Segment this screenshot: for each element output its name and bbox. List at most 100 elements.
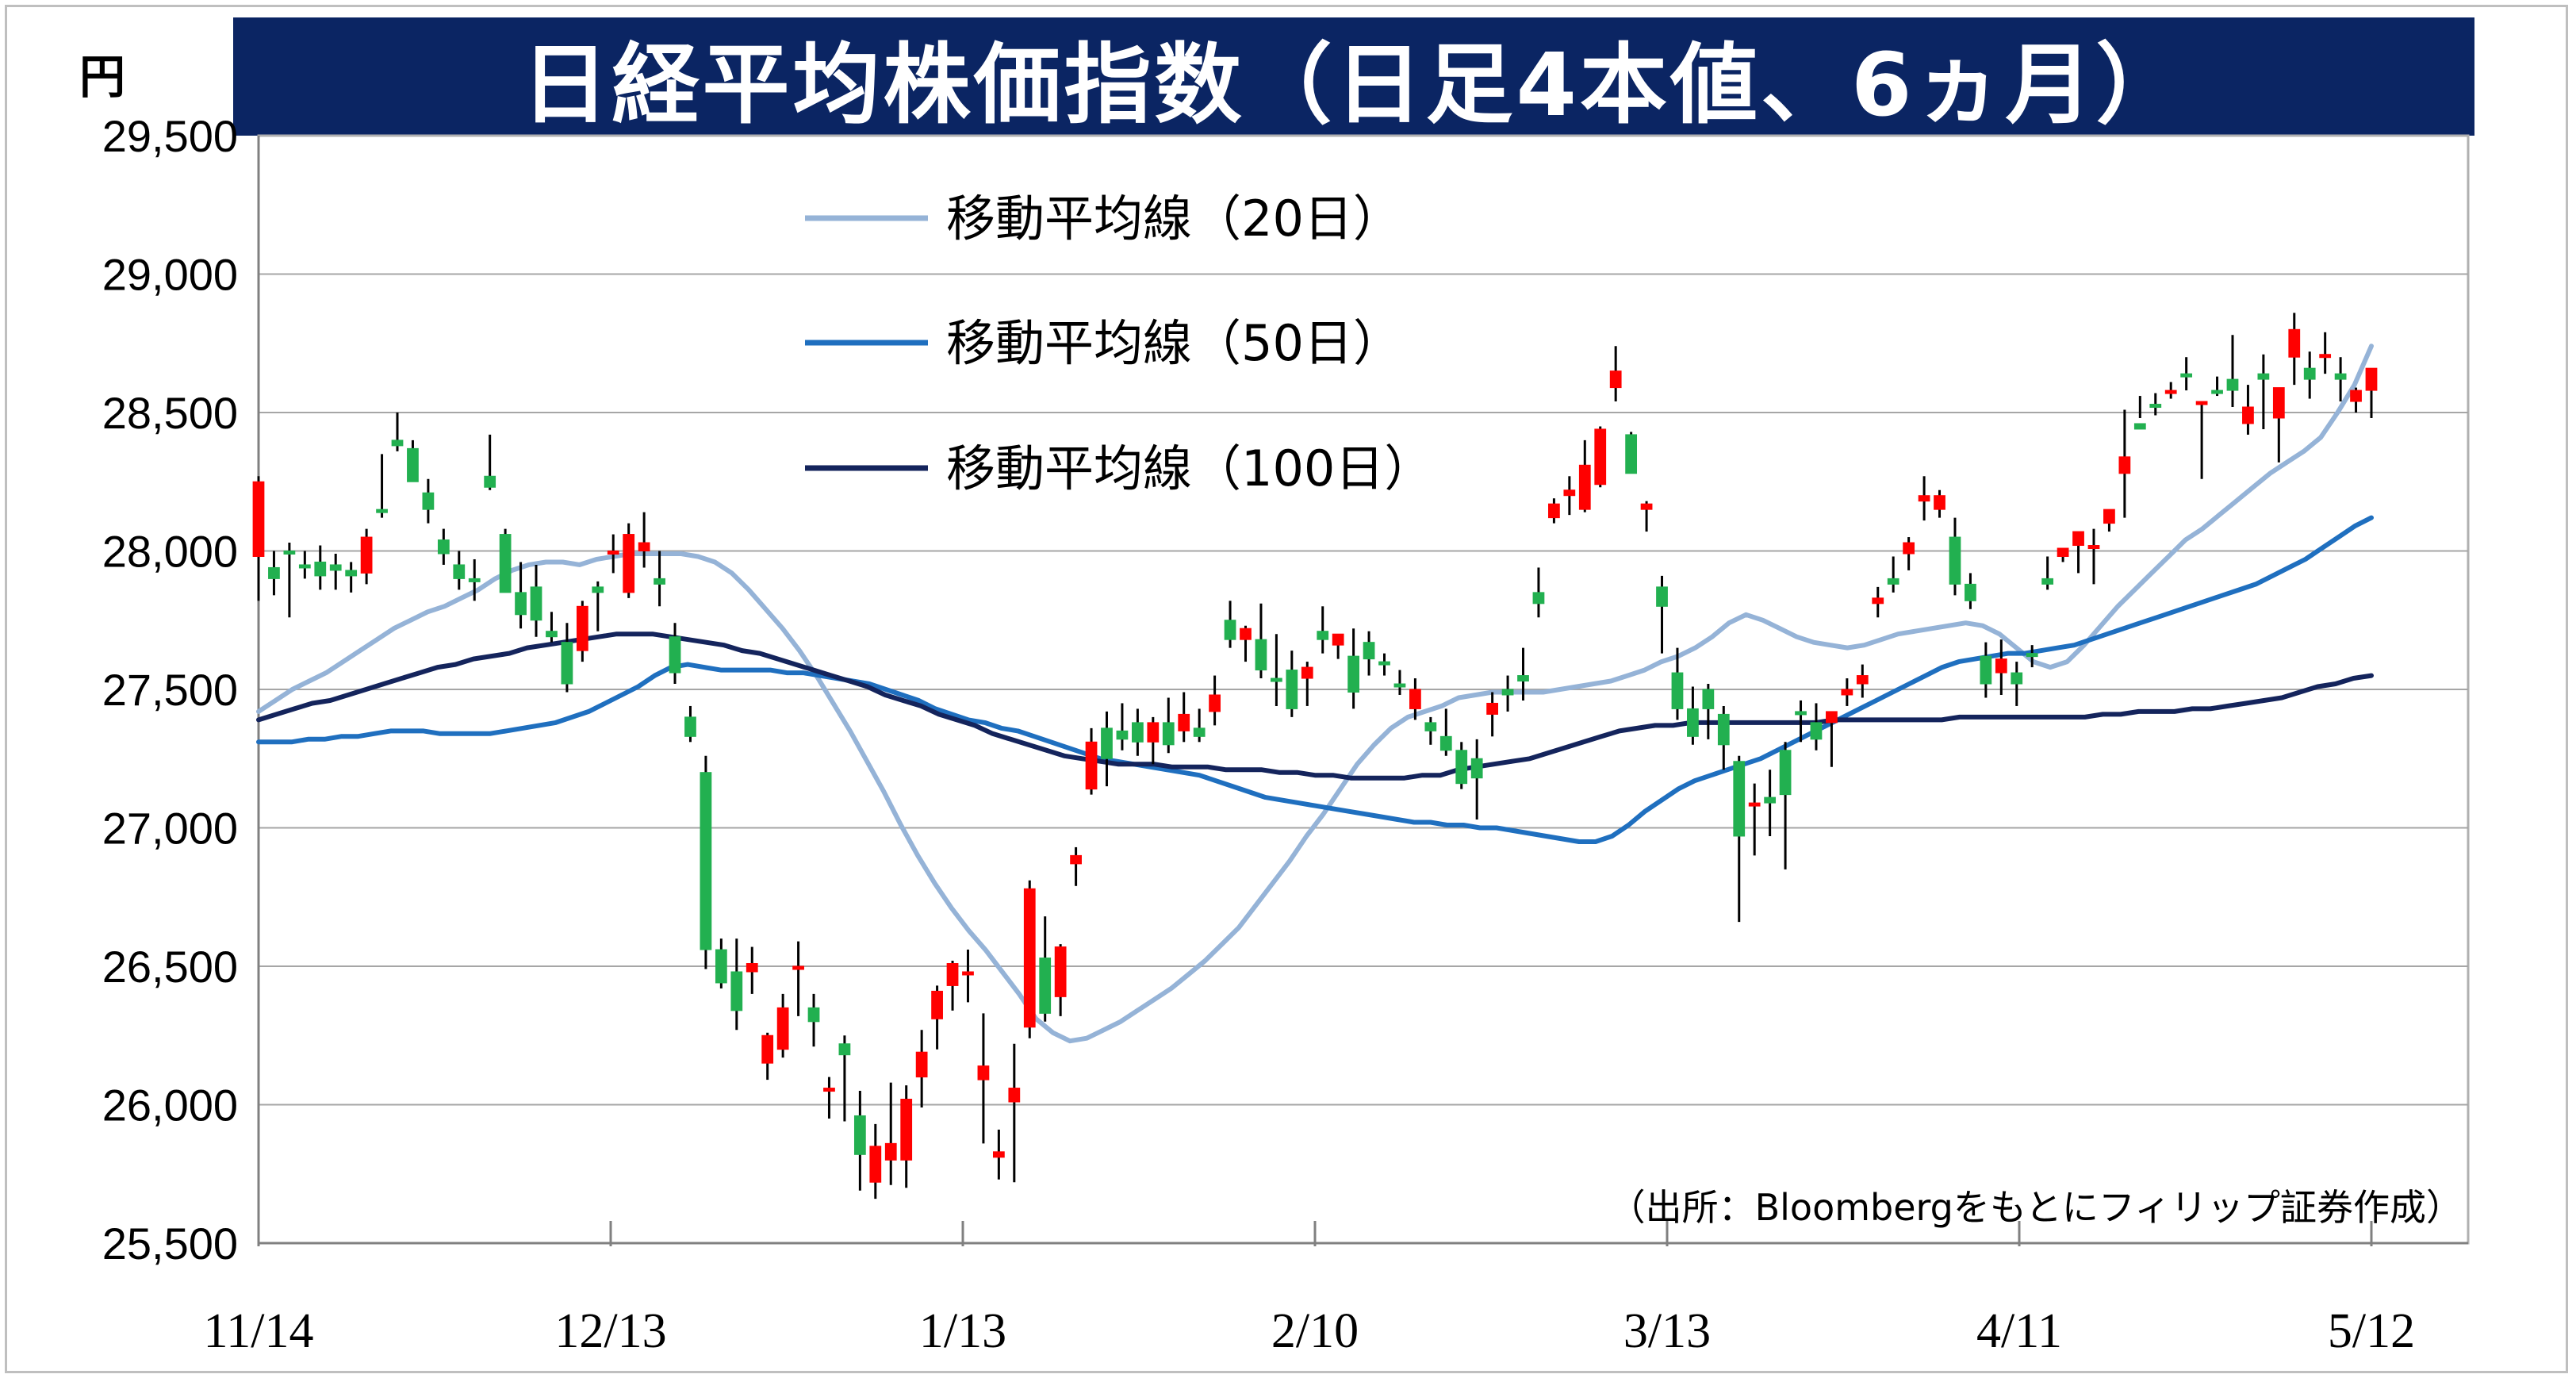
candle-down: [561, 642, 573, 685]
candle-up: [1995, 658, 2007, 674]
candle-down: [2303, 367, 2316, 380]
candle-down: [684, 716, 696, 737]
candle-up: [823, 1088, 835, 1092]
candle-down: [329, 564, 342, 571]
candle-up: [2242, 406, 2254, 424]
candle-up: [360, 536, 373, 574]
legend: 移動平均線（20日） 移動平均線（50日） 移動平均線（100日）: [805, 190, 1433, 497]
candle-up: [1609, 370, 1622, 389]
candle-down: [1162, 722, 1175, 746]
candle-down: [1810, 722, 1823, 740]
candle-down: [1687, 708, 1699, 737]
candle-up: [1918, 495, 1930, 502]
candle-down: [1887, 578, 1899, 585]
candle-down: [1101, 727, 1113, 759]
x-tick-label: 4/11: [1976, 1304, 2062, 1358]
candle-up: [1054, 946, 1067, 997]
legend-label: 移動平均線（100日）: [946, 440, 1433, 497]
candle-down: [1625, 434, 1638, 474]
candle-down: [1455, 750, 1468, 785]
candle-down: [283, 551, 296, 555]
candle-up: [1548, 503, 1560, 519]
candle-down: [2041, 578, 2054, 585]
candle-down: [1193, 727, 1206, 737]
y-tick-label: 25,500: [102, 1219, 238, 1269]
candle-down: [1795, 711, 1807, 716]
candle-down: [530, 586, 542, 621]
y-tick-label: 27,500: [102, 665, 238, 715]
candle-up: [2072, 531, 2084, 547]
candle-down: [1717, 713, 1730, 746]
x-tick-label: 11/14: [204, 1304, 314, 1358]
candle-up: [2288, 328, 2301, 358]
candle-down: [1116, 730, 1129, 740]
candle-up: [623, 534, 635, 593]
candle-up: [1301, 666, 1313, 679]
candle-down: [1702, 689, 1715, 709]
candle-down: [654, 578, 665, 585]
candle-down: [499, 534, 512, 593]
candle-up: [2350, 390, 2362, 402]
candle-down: [1424, 722, 1437, 731]
candle-up: [1640, 503, 1653, 510]
candle-down: [1532, 592, 1545, 605]
candle-down: [2026, 653, 2038, 658]
x-tick-label: 2/10: [1271, 1304, 1359, 1358]
legend-label: 移動平均線（20日）: [946, 190, 1402, 248]
candle-up: [1409, 689, 1421, 709]
candle-up: [2365, 367, 2378, 391]
candle-down: [2011, 672, 2023, 685]
candle-up: [1748, 802, 1761, 807]
candle-down: [453, 564, 466, 579]
candle-down: [807, 1007, 820, 1023]
candle-down: [2211, 390, 2223, 394]
y-tick-label: 28,500: [102, 388, 238, 438]
candle-down: [1317, 631, 1329, 640]
candle-up: [2103, 509, 2115, 524]
y-axis-unit: 円: [79, 50, 126, 104]
candle-up: [792, 965, 804, 970]
candle-down: [853, 1115, 866, 1155]
ma-line-1: [256, 344, 2374, 1044]
candle-up: [1841, 689, 1853, 696]
candle-down: [391, 440, 404, 447]
candle-down: [715, 949, 727, 984]
y-tick-label: 29,000: [102, 250, 238, 300]
candle-up: [869, 1146, 882, 1183]
y-tick-label: 28,000: [102, 527, 238, 577]
candle-down: [1255, 639, 1267, 671]
candle-down: [1131, 722, 1144, 743]
candle-down: [515, 592, 527, 616]
candle-up: [931, 990, 943, 1019]
candle-down: [1347, 655, 1359, 693]
candle-down: [1439, 735, 1452, 751]
candle-up: [576, 605, 588, 651]
candle-up: [1147, 722, 1160, 743]
candle-down: [268, 566, 280, 579]
candle-up: [252, 481, 265, 557]
candle-down: [468, 578, 481, 582]
candle-down: [314, 561, 327, 577]
candle-down: [1039, 958, 1052, 1014]
candle-down: [1517, 675, 1529, 682]
candle-down: [1501, 689, 1514, 696]
candle-down: [437, 539, 450, 555]
candle-up: [962, 971, 974, 976]
candle-down: [1286, 670, 1298, 709]
candle-down: [730, 971, 743, 1011]
candle-down: [2180, 373, 2193, 378]
candle-down: [2226, 378, 2239, 391]
candle-up: [1856, 675, 1869, 685]
candle-up: [1563, 489, 1576, 497]
candle-down: [1965, 583, 1976, 601]
candle-up: [900, 1099, 913, 1161]
candle-up: [1903, 542, 1915, 555]
y-tick-label: 29,500: [102, 111, 238, 161]
chart-frame: [5, 5, 2568, 1373]
candle-down: [1764, 796, 1777, 804]
candle-down: [669, 636, 681, 674]
candle-up: [776, 1007, 789, 1050]
x-tick-label: 1/13: [919, 1304, 1006, 1358]
y-tick-label: 26,000: [102, 1081, 238, 1130]
candle-down: [2334, 373, 2347, 380]
